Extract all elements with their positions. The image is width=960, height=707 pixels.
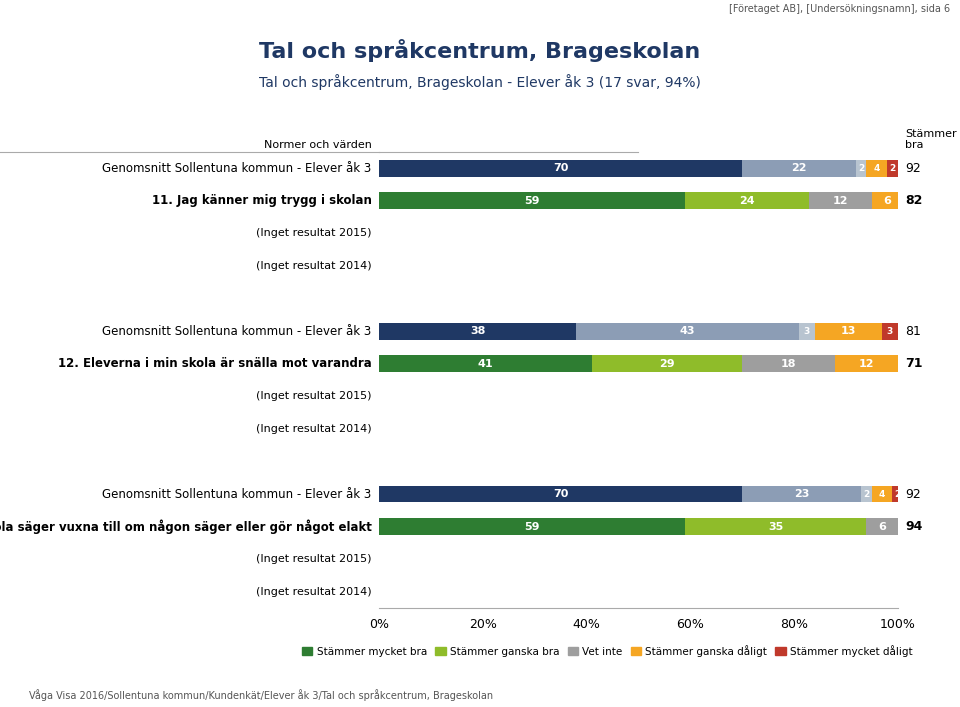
Bar <box>882 322 898 339</box>
Text: Normer och värden: Normer och värden <box>264 141 372 151</box>
Text: (Inget resultat 2015): (Inget resultat 2015) <box>256 228 372 238</box>
Text: 12: 12 <box>859 358 875 369</box>
Text: 41: 41 <box>478 358 493 369</box>
Bar <box>742 355 835 372</box>
Text: 92: 92 <box>905 162 922 175</box>
Bar <box>887 160 898 177</box>
Text: 13: 13 <box>841 326 856 336</box>
Bar <box>685 518 867 535</box>
Text: 23: 23 <box>794 489 809 499</box>
Bar <box>799 322 815 339</box>
Text: 4: 4 <box>878 489 885 498</box>
Text: 6: 6 <box>878 522 886 532</box>
Text: 3: 3 <box>887 327 893 336</box>
Bar <box>809 192 872 209</box>
Bar <box>867 160 887 177</box>
Bar <box>867 518 898 535</box>
Text: 2: 2 <box>863 489 870 498</box>
Text: 24: 24 <box>739 196 756 206</box>
Bar <box>379 192 685 209</box>
Text: 2: 2 <box>858 164 864 173</box>
Text: 11. Jag känner mig trygg i skolan: 11. Jag känner mig trygg i skolan <box>152 194 372 207</box>
Text: 59: 59 <box>524 196 540 206</box>
Text: 12. Eleverna i min skola är snälla mot varandra: 12. Eleverna i min skola är snälla mot v… <box>58 357 372 370</box>
Bar <box>835 355 898 372</box>
Text: 70: 70 <box>553 163 568 173</box>
Text: 2: 2 <box>889 164 896 173</box>
Text: 82: 82 <box>905 194 923 207</box>
Text: Tal och språkcentrum, Brageskolan: Tal och språkcentrum, Brageskolan <box>259 39 701 62</box>
Text: (Inget resultat 2014): (Inget resultat 2014) <box>255 424 372 434</box>
Bar <box>742 160 856 177</box>
Text: 4: 4 <box>874 164 880 173</box>
Text: Tal och språkcentrum, Brageskolan - Elever åk 3 (17 svar, 94%): Tal och språkcentrum, Brageskolan - Elev… <box>259 74 701 90</box>
Text: 81: 81 <box>905 325 922 338</box>
Bar <box>872 192 902 209</box>
Text: 29: 29 <box>660 358 675 369</box>
Text: 6: 6 <box>883 196 891 206</box>
Bar <box>591 355 742 372</box>
Text: 2: 2 <box>895 489 900 498</box>
Bar <box>379 518 685 535</box>
Text: 94: 94 <box>905 520 923 533</box>
Bar <box>576 322 799 339</box>
Bar <box>872 486 893 503</box>
Text: 71: 71 <box>905 357 923 370</box>
Bar <box>379 160 742 177</box>
Legend: Stämmer mycket bra, Stämmer ganska bra, Vet inte, Stämmer ganska dåligt, Stämmer: Stämmer mycket bra, Stämmer ganska bra, … <box>298 641 917 661</box>
Text: 38: 38 <box>470 326 486 336</box>
Text: 43: 43 <box>680 326 695 336</box>
Bar <box>815 322 882 339</box>
Text: 92: 92 <box>905 488 922 501</box>
Bar <box>861 486 872 503</box>
Text: [Företaget AB], [Undersökningsnamn], sida 6: [Företaget AB], [Undersökningsnamn], sid… <box>730 4 950 13</box>
Text: (Inget resultat 2014): (Inget resultat 2014) <box>255 261 372 271</box>
Text: Genomsnitt Sollentuna kommun - Elever åk 3: Genomsnitt Sollentuna kommun - Elever åk… <box>102 325 372 338</box>
Text: 70: 70 <box>553 489 568 499</box>
Text: 59: 59 <box>524 522 540 532</box>
Text: (Inget resultat 2015): (Inget resultat 2015) <box>256 554 372 564</box>
Bar <box>379 355 591 372</box>
Text: 13. I min skola säger vuxna till om någon säger eller gör något elakt: 13. I min skola säger vuxna till om någo… <box>0 520 372 534</box>
Text: Genomsnitt Sollentuna kommun - Elever åk 3: Genomsnitt Sollentuna kommun - Elever åk… <box>102 488 372 501</box>
Text: 12: 12 <box>833 196 849 206</box>
Text: 3: 3 <box>804 327 810 336</box>
Bar <box>856 160 867 177</box>
Bar <box>379 322 576 339</box>
Text: Våga Visa 2016/Sollentuna kommun/Kundenkät/Elever åk 3/Tal och språkcentrum, Bra: Våga Visa 2016/Sollentuna kommun/Kundenk… <box>29 689 492 701</box>
Bar <box>893 486 902 503</box>
Text: 35: 35 <box>768 522 783 532</box>
Text: Genomsnitt Sollentuna kommun - Elever åk 3: Genomsnitt Sollentuna kommun - Elever åk… <box>102 162 372 175</box>
Text: Stämmer
bra: Stämmer bra <box>905 129 957 151</box>
Text: 18: 18 <box>781 358 797 369</box>
Bar <box>685 192 809 209</box>
Text: (Inget resultat 2015): (Inget resultat 2015) <box>256 391 372 402</box>
Text: (Inget resultat 2014): (Inget resultat 2014) <box>255 587 372 597</box>
Bar <box>742 486 861 503</box>
Text: 22: 22 <box>791 163 806 173</box>
Bar <box>379 486 742 503</box>
